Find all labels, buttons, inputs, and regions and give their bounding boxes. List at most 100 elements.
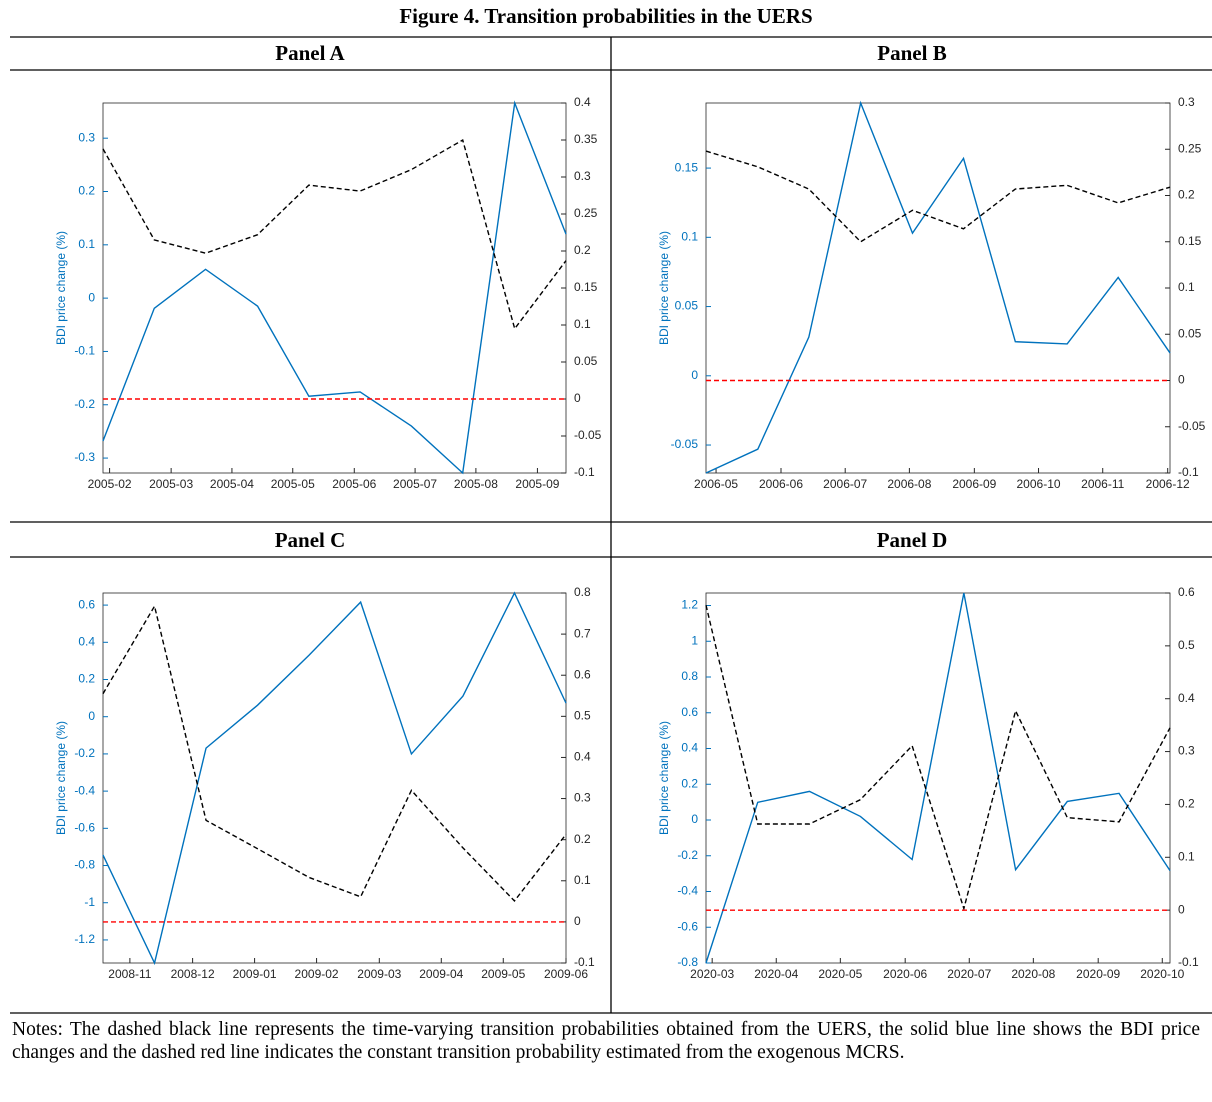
y2-tick-label: 0.3 [574,791,591,805]
y2-tick-label: 0.4 [574,750,591,764]
series-line [102,138,567,331]
y2-tick-label: 0 [1178,902,1185,916]
panel-title: Panel C [275,528,346,552]
y2-tick-label: 0.15 [1178,234,1202,248]
y2-tick-label: 0.2 [1178,797,1195,811]
y-tick-label: 1.2 [681,598,698,612]
y2-tick-label: -0.05 [1178,419,1206,433]
y-tick-label: 0 [691,368,698,382]
x-tick-label: 2009-05 [481,967,525,981]
y2-tick-label: -0.1 [1178,465,1199,479]
x-tick-label: 2005-09 [515,477,559,491]
y-tick-label: -0.6 [677,919,698,933]
x-tick-label: 2020-06 [883,967,927,981]
series-line [705,592,1171,964]
y2-tick-label: 0.8 [574,585,591,599]
y-tick-label: 0.4 [681,741,698,755]
y-tick-label: -0.05 [671,437,699,451]
table-rules [10,36,1212,1014]
y-axis-label: BDI price change (%) [54,721,68,835]
y-tick-label: -0.4 [677,884,698,898]
y2-tick-label: 0.7 [574,626,591,640]
x-tick-label: 2020-09 [1076,967,1120,981]
y-tick-label: 1 [691,633,698,647]
x-tick-label: 2006-06 [759,477,803,491]
y-tick-label: 0.4 [78,634,95,648]
y-tick-label: 0.8 [681,669,698,683]
x-tick-label: 2005-04 [210,477,254,491]
series-line [102,100,567,475]
y2-tick-label: 0.2 [1178,188,1195,202]
x-tick-label: 2006-08 [887,477,931,491]
y2-tick-label: 0.4 [1178,691,1195,705]
y-tick-label: 0.2 [78,184,95,198]
y2-tick-label: 0.6 [1178,585,1195,599]
y2-tick-label: 0.1 [1178,280,1195,294]
y2-tick-label: 0.1 [1178,849,1195,863]
plot-frame [102,102,567,474]
y-tick-label: -1 [84,895,95,909]
y-tick-label: 0.1 [78,237,95,251]
panel-title: Panel B [877,41,946,65]
y2-tick-label: 0.25 [1178,141,1202,155]
series-line [705,604,1171,912]
x-tick-label: 2020-08 [1011,967,1055,981]
y-tick-label: -0.8 [74,858,95,872]
y2-tick-label: 0 [1178,373,1185,387]
y2-tick-label: 0.1 [574,873,591,887]
y2-tick-label: 0.5 [1178,638,1195,652]
x-tick-label: 2006-07 [823,477,867,491]
x-tick-label: 2006-05 [694,477,738,491]
x-tick-label: 2006-12 [1146,477,1190,491]
series-line [102,591,567,966]
x-tick-label: 2005-07 [393,477,437,491]
x-tick-label: 2009-06 [544,967,588,981]
plot-frame [705,592,1171,964]
y-tick-label: 0 [88,709,95,723]
y-tick-label: 0 [88,290,95,304]
x-tick-label: 2020-05 [818,967,862,981]
notes: Notes: The dashed black line represents … [12,1019,1200,1063]
y2-tick-label: -0.1 [1178,955,1199,969]
y-tick-label: 0.6 [78,597,95,611]
x-tick-label: 2005-05 [271,477,315,491]
y-tick-label: 0.15 [675,160,699,174]
y-tick-label: 0.3 [78,130,95,144]
y2-tick-label: 0.15 [574,280,598,294]
y-tick-label: -0.2 [74,746,95,760]
x-tick-label: 2020-07 [947,967,991,981]
x-tick-label: 2009-04 [419,967,463,981]
x-tick-label: 2009-01 [233,967,277,981]
x-tick-label: 2008-12 [171,967,215,981]
x-tick-label: 2006-10 [1017,477,1061,491]
y-tick-label: -0.4 [74,783,95,797]
y2-tick-label: -0.1 [574,955,595,969]
x-tick-label: 2005-06 [332,477,376,491]
y2-tick-label: 0.05 [574,354,598,368]
y2-tick-label: 0.3 [574,169,591,183]
y-tick-label: -0.6 [74,820,95,834]
y-tick-label: -0.2 [74,397,95,411]
y2-tick-label: -0.05 [574,428,602,442]
y-tick-label: 0.2 [78,672,95,686]
x-tick-label: 2020-04 [754,967,798,981]
y2-tick-label: 0.3 [1178,95,1195,109]
x-tick-label: 2020-03 [690,967,734,981]
y-tick-label: 0.1 [681,229,698,243]
x-tick-label: 2006-11 [1081,477,1124,491]
y2-tick-label: 0.2 [574,243,591,257]
y-tick-label: -0.3 [74,450,95,464]
y2-tick-label: -0.1 [574,465,595,479]
y-tick-label: 0.05 [675,299,699,313]
x-tick-label: 2009-03 [357,967,401,981]
series-line [705,150,1171,243]
y-tick-label: 0.2 [681,776,698,790]
x-tick-label: 2009-02 [295,967,339,981]
y2-tick-label: 0.5 [574,709,591,723]
series-line [705,100,1171,474]
y-tick-label: -0.1 [74,344,95,358]
panel-title: Panel A [275,41,345,65]
y2-tick-label: 0.6 [574,667,591,681]
panel-title: Panel D [877,528,948,552]
